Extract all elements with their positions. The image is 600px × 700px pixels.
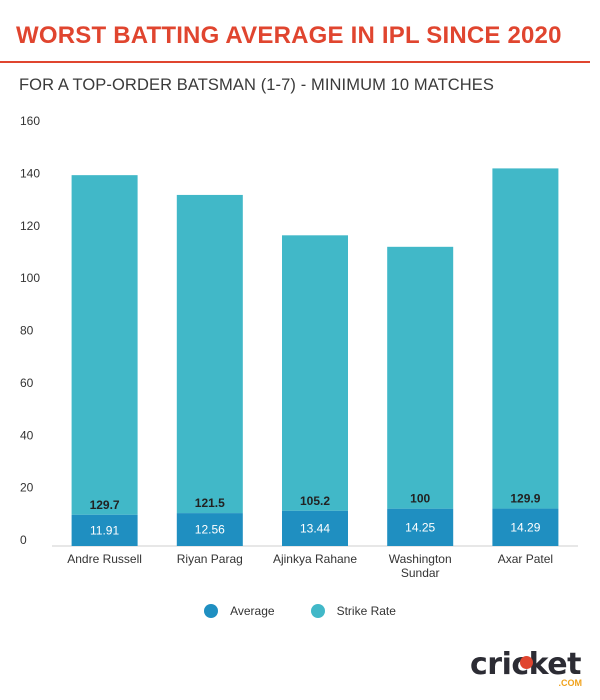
data-label-average: 14.25 (405, 520, 435, 534)
cricket-ball-icon (520, 656, 533, 669)
data-label-average: 11.91 (90, 523, 119, 537)
x-tick-label: Riyan Parag (177, 552, 243, 566)
bar-average (492, 508, 559, 546)
brand-logo: cricket .COM (470, 648, 586, 690)
x-tick-label: Axar Patel (498, 552, 553, 566)
title-divider (0, 61, 590, 63)
bar-average (282, 510, 348, 546)
legend-label-strike-rate: Strike Rate (336, 604, 396, 618)
legend-label-average: Average (230, 604, 275, 618)
x-tick-label: Ajinkya Rahane (273, 552, 357, 566)
data-label-average: 13.44 (300, 521, 330, 535)
chart-subtitle: FOR A TOP-ORDER BATSMAN (1-7) - MINIMUM … (19, 76, 494, 94)
y-tick-label: 40 (20, 428, 34, 442)
chart-title: WORST BATTING AVERAGE IN IPL SINCE 2020 (16, 22, 562, 49)
y-tick-label: 60 (20, 376, 34, 390)
bar-average (176, 513, 243, 546)
y-tick-label: 100 (20, 271, 40, 285)
bar-strike-rate (492, 168, 559, 509)
y-tick-label: 0 (20, 533, 27, 547)
legend-swatch-average (204, 604, 219, 618)
legend-item-average: Average (204, 604, 275, 618)
data-label-strike-rate: 105.2 (300, 494, 330, 508)
x-tick-label: Sundar (401, 566, 440, 580)
logo-suffix: .COM (558, 678, 583, 688)
bar-average (387, 508, 454, 546)
y-tick-label: 120 (20, 219, 40, 233)
x-tick-label: Washington (389, 552, 452, 566)
bar-chart: 0 20 40 60 80 100 120 140 160 11.91 129.7 Andre Rus… (20, 114, 578, 580)
data-label-strike-rate: 100 (410, 492, 430, 506)
bar-strike-rate (71, 175, 138, 515)
bar-average (71, 514, 138, 546)
legend-item-strike-rate: Strike Rate (310, 604, 396, 618)
bar-strike-rate (176, 194, 243, 514)
bar-strike-rate (282, 235, 348, 511)
y-tick-label: 140 (20, 166, 40, 180)
data-label-average: 14.29 (510, 520, 540, 534)
y-tick-label: 160 (20, 114, 40, 128)
legend-swatch-strike-rate (310, 604, 325, 618)
y-tick-label: 80 (20, 324, 34, 338)
data-label-strike-rate: 121.5 (195, 496, 225, 510)
chart-legend: Average Strike Rate (0, 604, 600, 618)
x-tick-label: Andre Russell (67, 552, 142, 566)
y-tick-label: 20 (20, 481, 34, 495)
data-label-strike-rate: 129.7 (90, 498, 120, 512)
bar-strike-rate (387, 246, 454, 509)
data-label-average: 12.56 (195, 523, 225, 537)
data-label-strike-rate: 129.9 (510, 492, 540, 506)
